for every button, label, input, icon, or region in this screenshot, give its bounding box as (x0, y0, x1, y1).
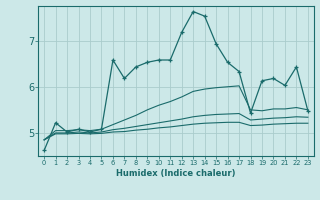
X-axis label: Humidex (Indice chaleur): Humidex (Indice chaleur) (116, 169, 236, 178)
